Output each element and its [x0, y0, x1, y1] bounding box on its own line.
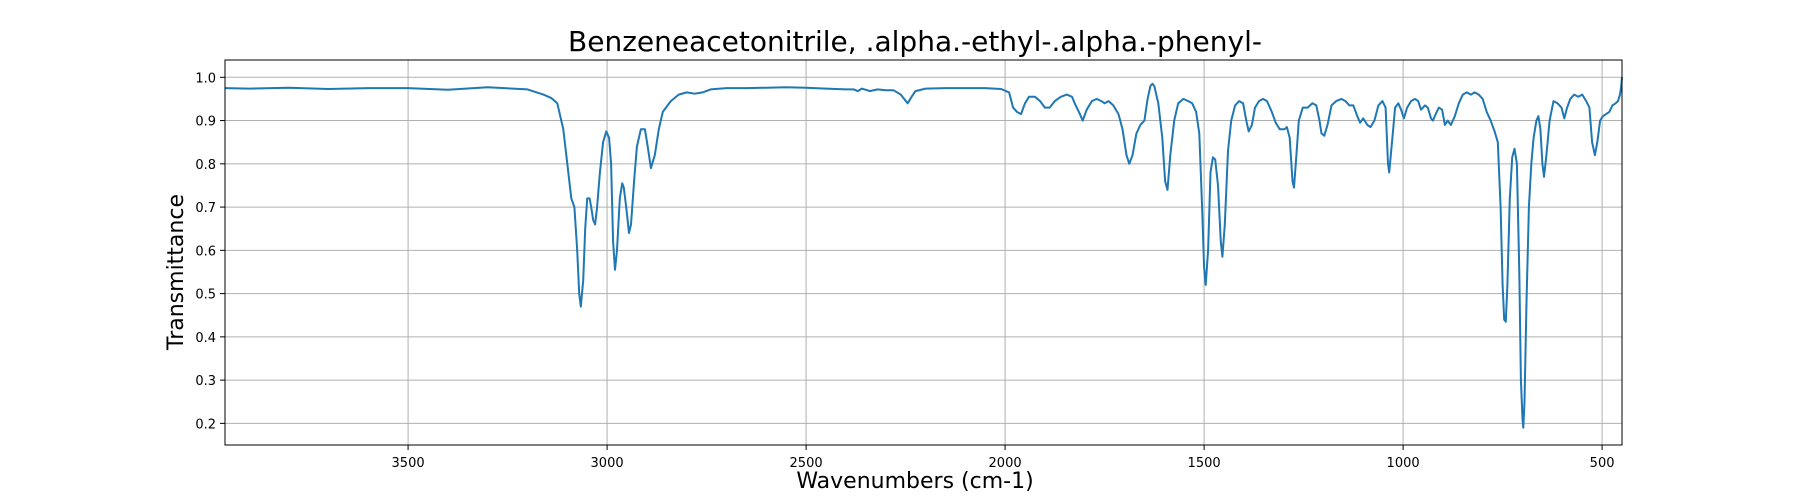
spectrum-line — [224, 77, 1623, 429]
x-axis-label: Wavenumbers (cm-1) — [796, 469, 1033, 494]
x-tick-label: 3000 — [591, 456, 624, 471]
plot-frame — [224, 59, 1623, 446]
chart-title: Benzeneacetonitrile, .alpha.-ethyl-.alph… — [568, 25, 1262, 58]
y-axis-ticks: 0.2 0.3 0.4 0.5 0.6 0.7 0.8 0.9 1.0 — [195, 71, 225, 432]
x-tick-label: 3500 — [392, 456, 425, 471]
x-tick-label: 2500 — [790, 456, 823, 471]
series-layer — [224, 77, 1623, 429]
y-tick-label: 0.7 — [195, 201, 216, 216]
x-tick-label: 500 — [1590, 456, 1615, 471]
y-tick-label: 0.8 — [195, 158, 216, 173]
x-tick-label: 1500 — [1188, 456, 1221, 471]
y-tick-label: 0.2 — [195, 417, 216, 432]
grid-lines — [225, 60, 1622, 445]
x-tick-label: 1000 — [1387, 456, 1420, 471]
y-tick-label: 0.9 — [195, 115, 216, 130]
y-tick-label: 0.4 — [195, 331, 216, 346]
y-tick-label: 0.6 — [195, 244, 216, 259]
y-tick-label: 0.5 — [195, 288, 216, 303]
y-axis-label: Transmittance — [164, 194, 189, 351]
y-tick-label: 0.3 — [195, 374, 216, 389]
x-axis-ticks: 3500 3000 2500 2000 1500 1000 500 — [392, 445, 1615, 471]
x-tick-label: 2000 — [989, 456, 1022, 471]
y-tick-label: 1.0 — [195, 71, 216, 86]
